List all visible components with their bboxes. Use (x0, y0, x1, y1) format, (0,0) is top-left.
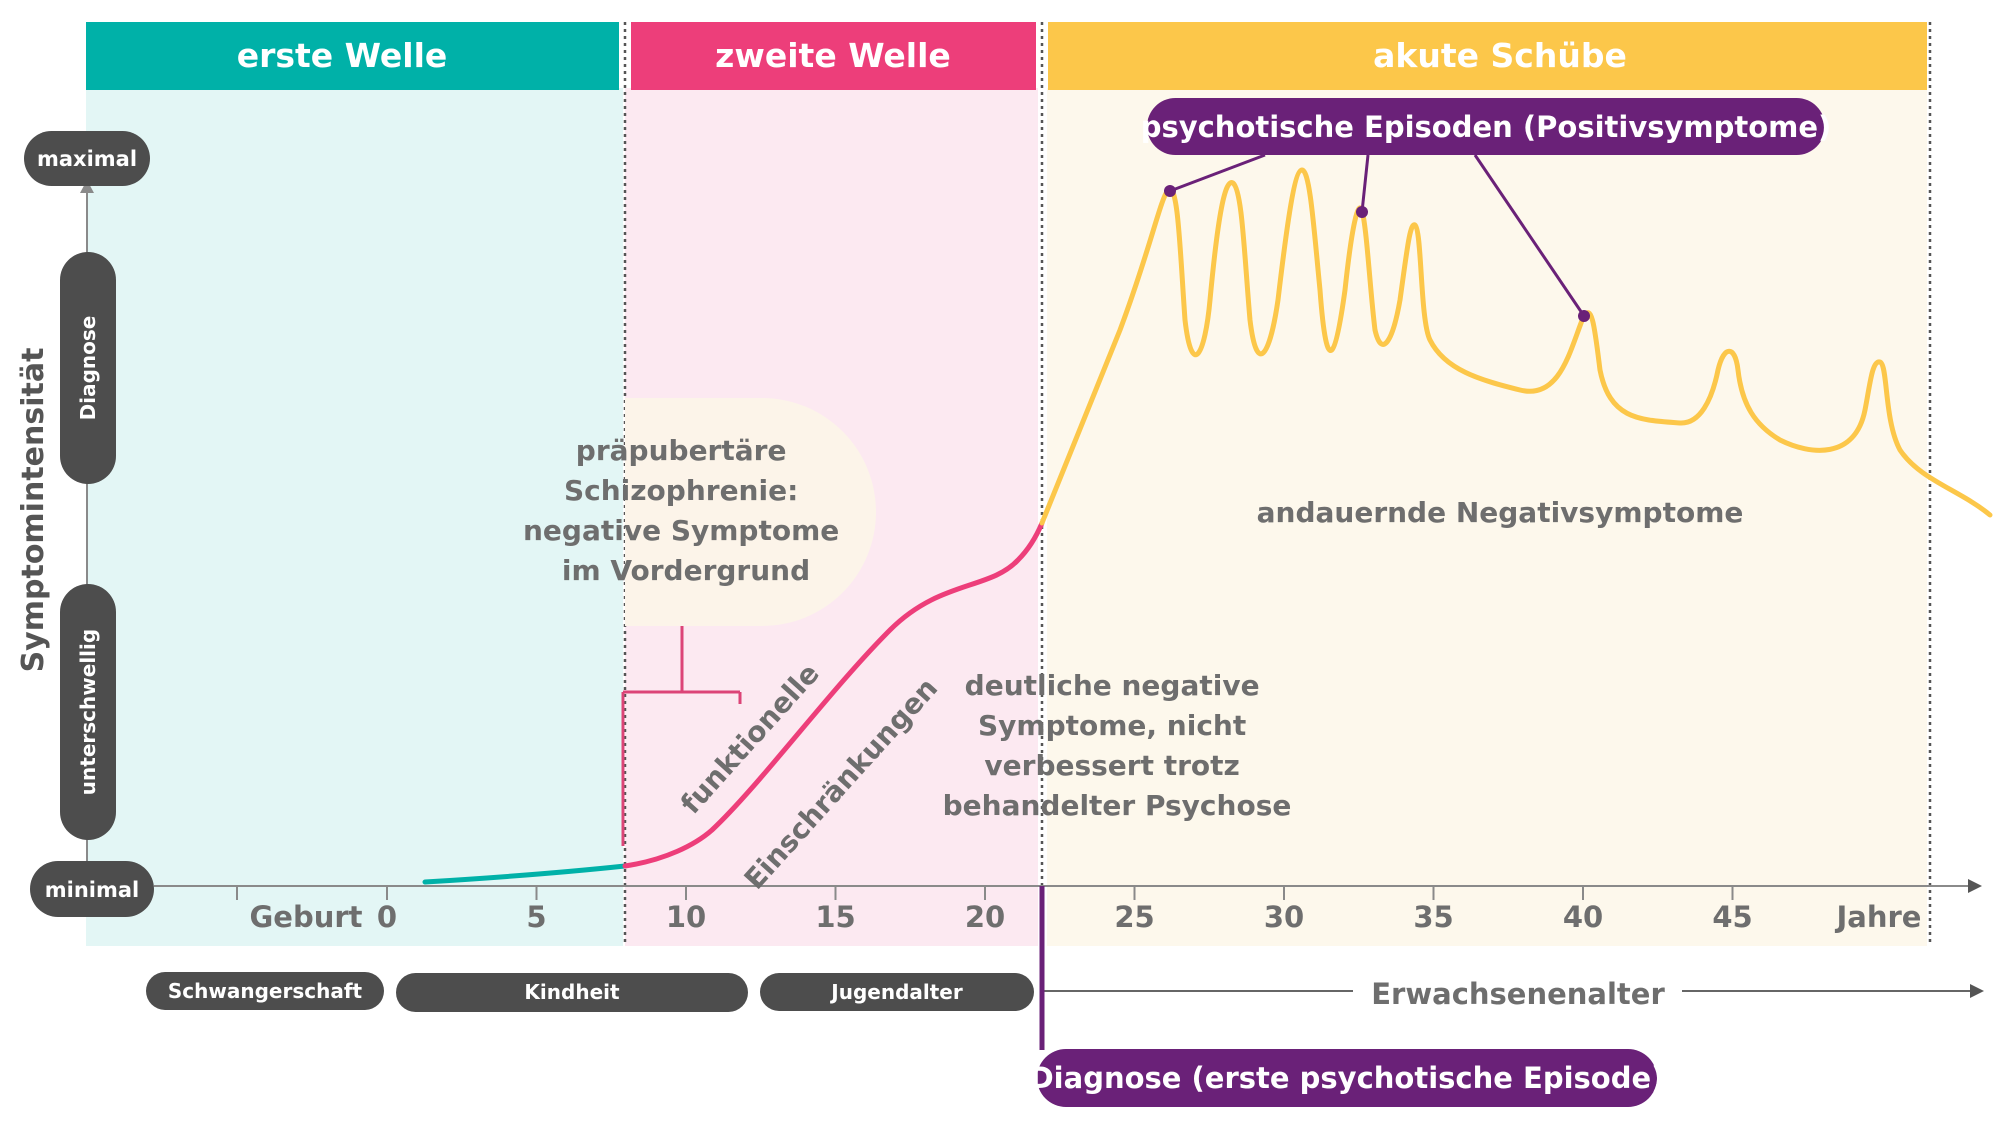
phase-third-header (1048, 22, 1927, 90)
prepubertal-line-1: präpubertäre (576, 434, 787, 467)
curve-second-wave (622, 520, 1045, 869)
x-tick-label-10: 10 (666, 900, 706, 934)
curve-acute-episodes (1039, 167, 1993, 526)
episode-pointer-2 (1360, 154, 1370, 213)
psychotic-episodes-pill (1147, 98, 1825, 155)
x-axis-unit-label: Jahre (1835, 900, 1922, 934)
x-tick-label-30: 30 (1264, 900, 1304, 934)
negative-line-3: verbessert trotz (984, 749, 1239, 782)
stage-childhood-pill (396, 973, 748, 1012)
x-tick-label-0: 0 (377, 900, 397, 934)
stage-adulthood-label: Erwachsenenalter (1371, 977, 1665, 1011)
x-tick-label-40: 40 (1563, 900, 1603, 934)
episode-pointer-1 (1169, 153, 1266, 193)
x-axis-arrow-icon (1968, 879, 1982, 893)
diagnosis-pill (1037, 1049, 1657, 1107)
phase-first-header (86, 22, 619, 90)
negative-line-1: deutliche negative (965, 669, 1260, 702)
episode-dot-3 (1578, 310, 1590, 322)
stage-adolescence-pill (760, 973, 1034, 1011)
x-tick-label-25: 25 (1114, 900, 1154, 934)
phase-third-bg (1047, 88, 1927, 946)
phase-first-label: erste Welle (237, 36, 448, 75)
curve-first-wave (422, 863, 628, 885)
y-axis-arrow-icon (80, 180, 94, 193)
x-tick-label-5: 5 (526, 900, 546, 934)
psychotic-episodes-label: psychotische Episoden (Positivsymptome) (1141, 110, 1832, 144)
prepubertal-text: präpubertäre Schizophrenie: negative Sym… (523, 434, 849, 587)
y-label-min: minimal (45, 878, 139, 902)
phase-second-header (631, 22, 1036, 90)
episode-pointer-3 (1473, 154, 1586, 317)
stage-pregnancy-label: Schwangerschaft (168, 979, 363, 1003)
x-tick-label-35: 35 (1413, 900, 1453, 934)
prepubertal-bracket (621, 626, 742, 846)
y-label-subthreshold: unterschwellig (76, 629, 100, 795)
x-tick-label-45: 45 (1712, 900, 1752, 934)
phase-second-label: zweite Welle (715, 36, 951, 75)
episode-dot-2 (1356, 206, 1368, 218)
y-label-diagnose-pill (60, 252, 116, 484)
stage-pregnancy-pill (146, 972, 384, 1010)
x-tick-label-20: 20 (965, 900, 1005, 934)
phase-first-bg (86, 88, 623, 946)
prepubertal-line-3: negative Symptome (523, 514, 839, 547)
y-axis-title: Symptomintensität (16, 348, 51, 673)
persistent-negative-label: andauernde Negativsymptome (1257, 496, 1744, 529)
y-label-subthreshold-pill (60, 584, 116, 840)
prepubertal-line-2: Schizophrenie: (564, 474, 798, 507)
x-axis-birth-label: Geburt (249, 900, 362, 934)
negative-not-improved-text: deutliche negative Symptome, nicht verbe… (943, 669, 1292, 822)
x-tick-label-15: 15 (815, 900, 855, 934)
adulthood-arrow-icon (1970, 984, 1984, 998)
prepubertal-line-4: im Vordergrund (562, 554, 810, 587)
prepubertal-bubble (625, 398, 876, 626)
episode-dot-1 (1164, 185, 1176, 197)
y-label-diagnose: Diagnose (76, 316, 100, 421)
diagnosis-label: Diagnose (erste psychotische Episode) (1030, 1061, 1665, 1095)
phase-third-label: akute Schübe (1373, 36, 1627, 75)
stage-childhood-label: Kindheit (524, 980, 620, 1004)
y-label-max-pill (24, 131, 150, 186)
negative-line-2: Symptome, nicht (978, 709, 1246, 742)
negative-line-4: behandelter Psychose (943, 789, 1292, 822)
y-label-max: maximal (37, 147, 137, 171)
stage-adolescence-label: Jugendalter (829, 980, 963, 1004)
y-label-min-pill (30, 861, 154, 917)
